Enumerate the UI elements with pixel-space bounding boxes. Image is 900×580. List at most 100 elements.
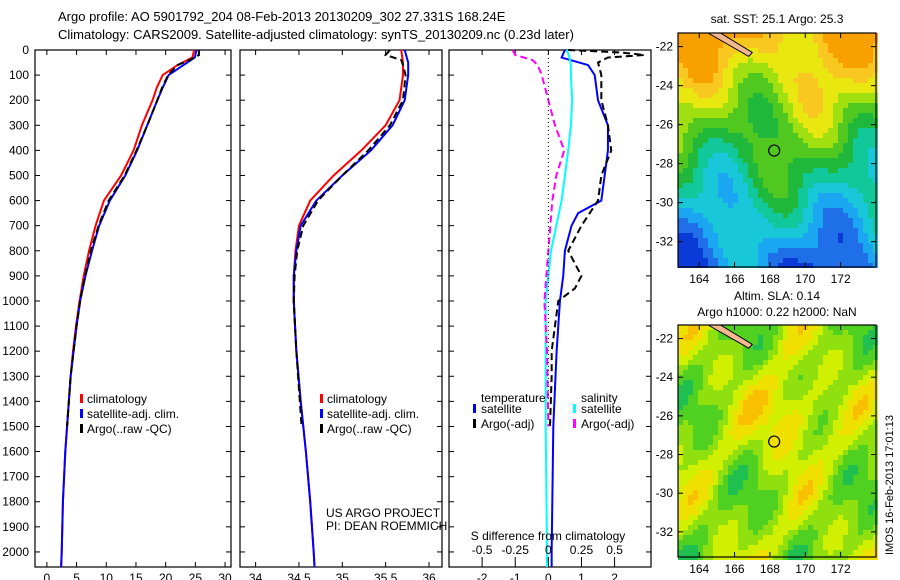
map-cell: [863, 525, 868, 530]
map-cell: [823, 228, 828, 233]
map-cell: [728, 500, 733, 505]
map-cell: [838, 375, 843, 380]
map-y-tick-label: -28: [656, 448, 674, 462]
map-y-tick-label: -22: [656, 332, 674, 346]
map-cell: [783, 253, 788, 258]
map-cell: [738, 68, 743, 73]
map-cell: [758, 208, 763, 213]
map-cell: [743, 495, 748, 500]
map-cell: [863, 470, 868, 475]
map-cell: [718, 238, 723, 243]
map-cell: [783, 108, 788, 113]
map-cell: [713, 450, 718, 455]
map-cell: [758, 535, 763, 540]
map-cell: [848, 375, 853, 380]
map-cell: [833, 143, 838, 148]
map-cell: [823, 168, 828, 173]
map-cell: [708, 238, 713, 243]
map-cell: [863, 495, 868, 500]
map-cell: [733, 223, 738, 228]
map-cell: [758, 43, 763, 48]
map-cell: [758, 435, 763, 440]
map-cell: [743, 400, 748, 405]
map-cell: [768, 505, 773, 510]
map-cell: [773, 218, 778, 223]
map-cell: [678, 168, 683, 173]
map-cell: [738, 405, 743, 410]
map-cell: [833, 470, 838, 475]
map-cell: [868, 203, 873, 208]
map-cell: [813, 128, 818, 133]
map-cell: [758, 68, 763, 73]
map-cell: [718, 350, 723, 355]
map-cell: [838, 490, 843, 495]
map-cell: [788, 335, 793, 340]
map-cell: [843, 340, 848, 345]
map-cell: [748, 148, 753, 153]
map-cell: [713, 460, 718, 465]
map-cell: [713, 143, 718, 148]
map-cell: [688, 148, 693, 153]
map-cell: [788, 550, 793, 555]
map-cell: [678, 460, 683, 465]
y-tick-label: 1500: [2, 419, 29, 433]
map-cell: [783, 118, 788, 123]
map-cell: [718, 68, 723, 73]
map-cell: [813, 263, 818, 268]
map-cell: [748, 93, 753, 98]
map-cell: [703, 208, 708, 213]
map-cell: [733, 380, 738, 385]
map-cell: [693, 113, 698, 118]
map-cell: [788, 48, 793, 53]
map-cell: [773, 178, 778, 183]
map-cell: [738, 370, 743, 375]
map-cell: [813, 345, 818, 350]
map-cell: [708, 43, 713, 48]
map-cell: [808, 53, 813, 58]
map-cell: [798, 258, 803, 263]
map-cell: [793, 103, 798, 108]
map-cell: [773, 108, 778, 113]
map-cell: [813, 525, 818, 530]
map-cell: [718, 435, 723, 440]
map-cell: [713, 415, 718, 420]
map-cell: [693, 435, 698, 440]
map-cell: [803, 248, 808, 253]
map-cell: [713, 495, 718, 500]
map-cell: [683, 335, 688, 340]
map-cell: [753, 93, 758, 98]
map-cell: [768, 550, 773, 555]
map-cell: [843, 153, 848, 158]
map-cell: [773, 73, 778, 78]
map-cell: [838, 133, 843, 138]
map-cell: [828, 330, 833, 335]
map-cell: [823, 540, 828, 545]
map-cell: [793, 340, 798, 345]
map-cell: [813, 88, 818, 93]
map-cell: [758, 350, 763, 355]
map-cell: [798, 485, 803, 490]
map-cell: [803, 123, 808, 128]
map-cell: [848, 203, 853, 208]
map-cell: [738, 510, 743, 515]
map-cell: [803, 445, 808, 450]
map-cell: [808, 108, 813, 113]
map-cell: [823, 208, 828, 213]
map-cell: [798, 263, 803, 268]
map-cell: [843, 63, 848, 68]
map-cell: [858, 228, 863, 233]
map-cell: [843, 450, 848, 455]
map-cell: [853, 400, 858, 405]
map-cell: [743, 505, 748, 510]
map-cell: [758, 143, 763, 148]
map-cell: [758, 360, 763, 365]
map-cell: [828, 350, 833, 355]
map-cell: [688, 168, 693, 173]
map-cell: [738, 380, 743, 385]
map-cell: [758, 450, 763, 455]
map-cell: [713, 258, 718, 263]
map-cell: [748, 238, 753, 243]
map-cell: [823, 535, 828, 540]
map-cell: [733, 445, 738, 450]
map-cell: [803, 118, 808, 123]
